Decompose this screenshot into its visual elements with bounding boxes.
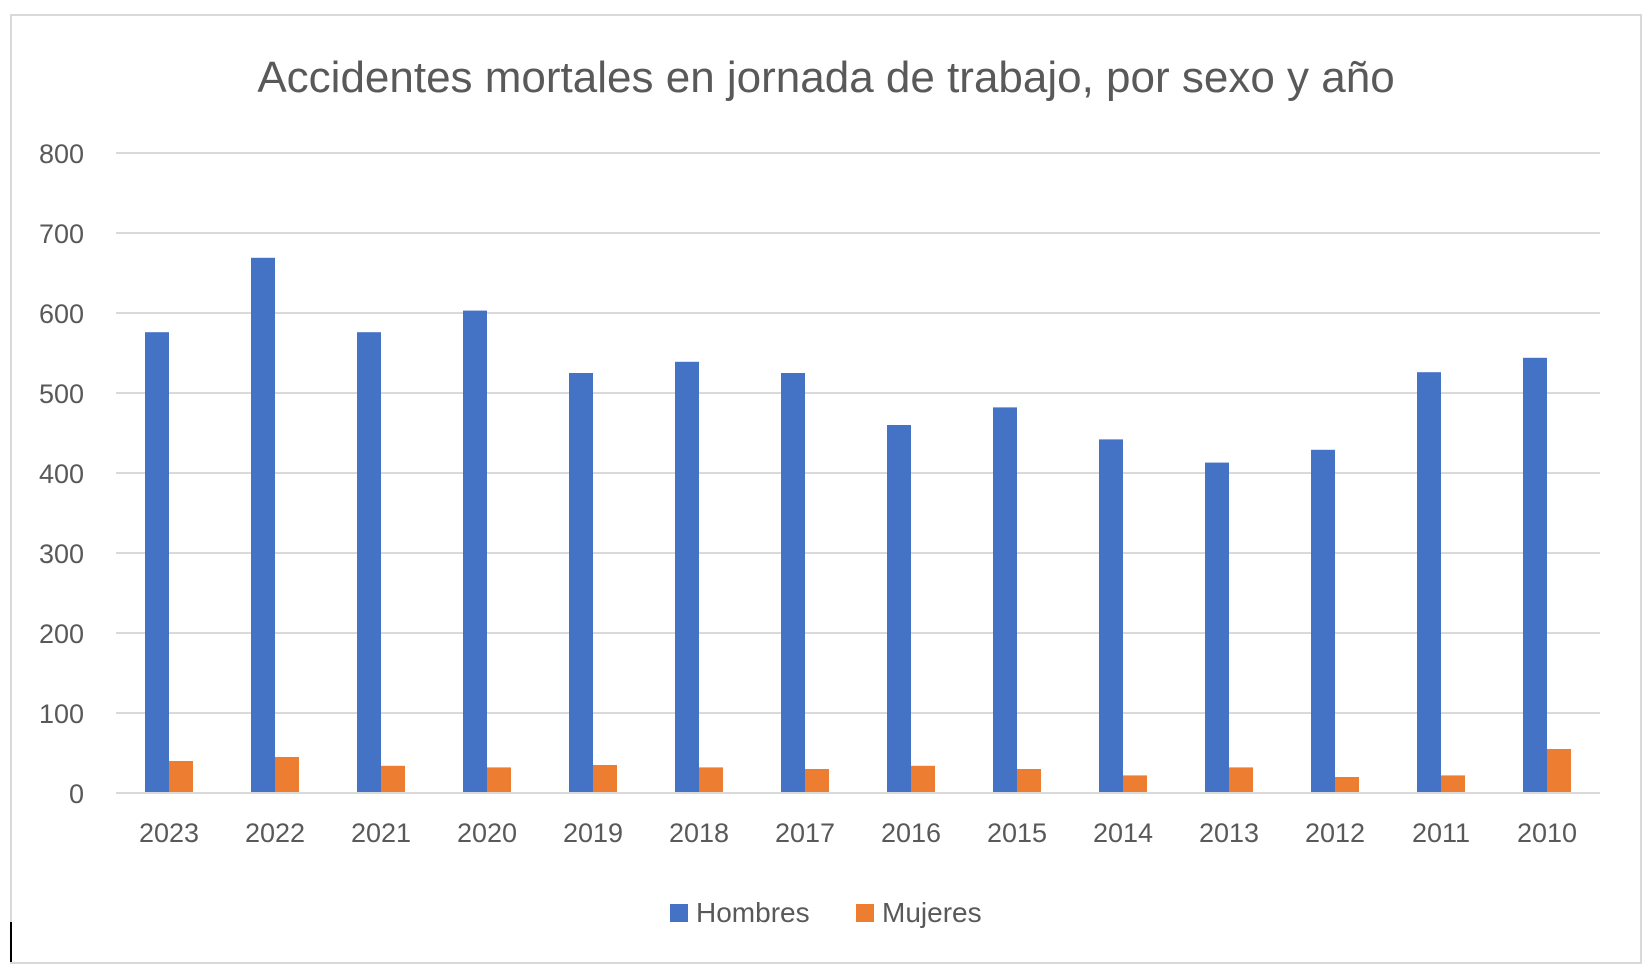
x-tick-label: 2023	[139, 818, 199, 848]
text-cursor	[10, 922, 12, 962]
x-tick-label: 2022	[245, 818, 305, 848]
bar-mujeres-2012	[1335, 777, 1359, 793]
y-tick-label: 600	[39, 299, 84, 329]
bar-mujeres-2018	[699, 767, 723, 793]
bar-mujeres-2016	[911, 765, 935, 793]
bar-mujeres-2015	[1017, 769, 1041, 793]
bar-hombres-2020	[463, 310, 487, 793]
y-tick-label: 200	[39, 619, 84, 649]
y-tick-label: 0	[69, 779, 84, 809]
x-tick-label: 2010	[1517, 818, 1577, 848]
legend-swatch-mujeres	[856, 904, 874, 922]
y-tick-label: 300	[39, 539, 84, 569]
bar-mujeres-2011	[1441, 775, 1465, 793]
x-tick-label: 2011	[1412, 818, 1470, 848]
bar-hombres-2014	[1099, 439, 1123, 793]
x-tick-label: 2014	[1093, 818, 1153, 848]
bar-hombres-2017	[781, 373, 805, 793]
x-tick-label: 2017	[775, 818, 835, 848]
bar-hombres-2015	[993, 407, 1017, 793]
bar-mujeres-2020	[487, 767, 511, 793]
y-axis-ticks: 0 100 200 300 400 500 600 700 800	[39, 139, 84, 809]
y-tick-label: 400	[39, 459, 84, 489]
bar-hombres-2022	[251, 257, 275, 793]
legend-label-mujeres: Mujeres	[882, 897, 982, 928]
y-tick-label: 500	[39, 379, 84, 409]
gridlines	[116, 152, 1600, 794]
bar-mujeres-2017	[805, 769, 829, 793]
legend: Hombres Mujeres	[670, 897, 982, 928]
bar-mujeres-2022	[275, 757, 299, 793]
bar-hombres-2023	[145, 332, 169, 793]
bar-mujeres-2010	[1547, 749, 1571, 793]
bar-mujeres-2014	[1123, 775, 1147, 793]
bar-hombres-2016	[887, 425, 911, 793]
bar-hombres-2012	[1311, 449, 1335, 793]
x-tick-label: 2012	[1305, 818, 1365, 848]
x-tick-label: 2016	[881, 818, 941, 848]
bar-hombres-2018	[675, 361, 699, 793]
bar-hombres-2013	[1205, 462, 1229, 793]
bar-mujeres-2021	[381, 765, 405, 793]
x-axis-ticks: 2023 2022 2021 2020 2019 2018 2017 2016 2015 2014…	[139, 818, 1577, 848]
legend-swatch-hombres	[670, 904, 688, 922]
bar-mujeres-2019	[593, 765, 617, 793]
y-tick-label: 700	[39, 219, 84, 249]
chart-title: Accidentes mortales en jornada de trabaj…	[257, 53, 1394, 102]
bar-mujeres-2013	[1229, 767, 1253, 793]
legend-label-hombres: Hombres	[696, 897, 810, 928]
y-tick-label: 800	[39, 139, 84, 169]
bar-hombres-2019	[569, 373, 593, 793]
bar-hombres-2021	[357, 332, 381, 793]
x-tick-label: 2020	[457, 818, 517, 848]
x-tick-label: 2019	[563, 818, 623, 848]
bar-hombres-2010	[1523, 357, 1547, 793]
x-tick-label: 2013	[1199, 818, 1259, 848]
x-tick-label: 2018	[669, 818, 729, 848]
y-tick-label: 100	[39, 699, 84, 729]
chart-frame	[10, 14, 1642, 964]
bar-mujeres-2023	[169, 761, 193, 793]
x-tick-label: 2021	[351, 818, 411, 848]
x-tick-label: 2015	[987, 818, 1047, 848]
bar-hombres-2011	[1417, 372, 1441, 793]
bars	[116, 257, 1600, 794]
